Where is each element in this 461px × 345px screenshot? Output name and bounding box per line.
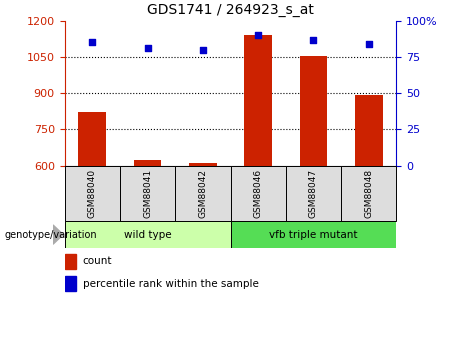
Text: count: count (83, 256, 112, 266)
Text: percentile rank within the sample: percentile rank within the sample (83, 279, 259, 289)
Title: GDS1741 / 264923_s_at: GDS1741 / 264923_s_at (147, 3, 314, 17)
Bar (189, 163, 217, 166)
Bar (230, 221, 396, 248)
Point (310, 37, 317, 42)
Bar (65, 254, 76, 268)
Text: GSM88040: GSM88040 (88, 169, 97, 218)
Text: GSM88046: GSM88046 (254, 169, 263, 218)
Text: GSM88041: GSM88041 (143, 169, 152, 218)
Text: GSM88048: GSM88048 (364, 169, 373, 218)
Bar (134, 159, 161, 166)
Bar (78, 112, 106, 166)
Bar (230, 166, 286, 221)
Text: GSM88042: GSM88042 (198, 169, 207, 218)
Point (89, 40, 96, 45)
Bar (65, 276, 76, 291)
Point (144, 46, 151, 51)
Bar (355, 95, 383, 166)
Text: wild type: wild type (124, 230, 171, 239)
Bar (175, 166, 230, 221)
Text: vfb triple mutant: vfb triple mutant (269, 230, 358, 239)
Bar (120, 166, 175, 221)
Bar (244, 35, 272, 166)
Point (199, 47, 207, 52)
Bar (65, 221, 230, 248)
Point (365, 41, 372, 47)
Text: genotype/variation: genotype/variation (5, 230, 97, 239)
Text: GSM88047: GSM88047 (309, 169, 318, 218)
Polygon shape (53, 225, 63, 244)
Point (254, 32, 262, 38)
Bar (341, 166, 396, 221)
Bar (286, 166, 341, 221)
Bar (65, 166, 120, 221)
Bar (300, 56, 327, 166)
